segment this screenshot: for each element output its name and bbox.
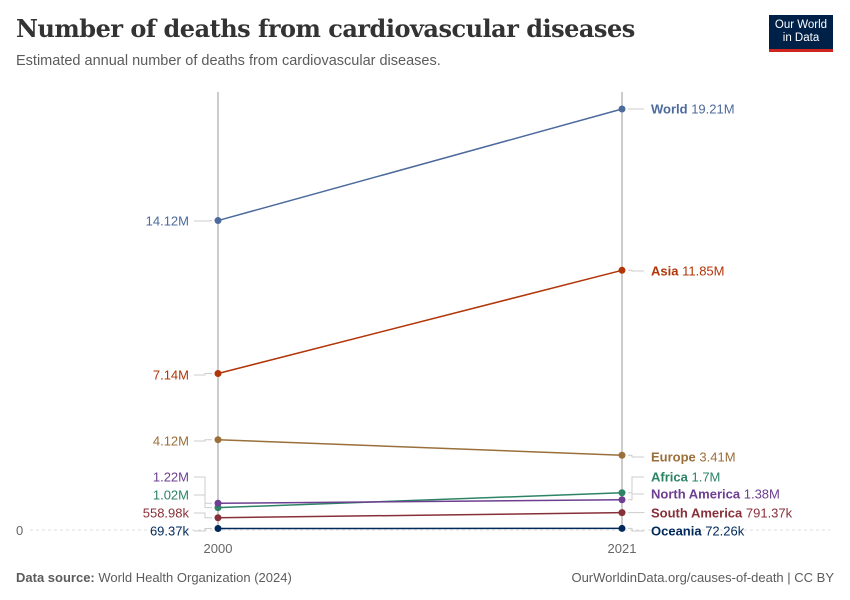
- left-connector: [194, 373, 212, 376]
- point-2000-asia: [214, 370, 222, 378]
- series-line-africa: [217, 491, 623, 509]
- point-2021-africa: [618, 489, 626, 497]
- point-2021-south-america: [618, 509, 626, 517]
- right-label-world: World 19.21M: [651, 102, 735, 117]
- right-connector: [628, 493, 644, 501]
- point-2021-oceania: [618, 524, 626, 532]
- point-2021-asia: [618, 266, 626, 274]
- right-connector: [628, 454, 644, 458]
- right-label-africa: Africa 1.7M: [651, 470, 720, 485]
- right-label-south-america: South America 791.37k: [651, 506, 793, 521]
- series-line-europe: [217, 438, 623, 457]
- left-connector: [194, 512, 212, 519]
- footer-link[interactable]: OurWorldinData.org/causes-of-death | CC …: [571, 570, 834, 585]
- left-value-label: 1.02M: [153, 488, 189, 503]
- point-2000-north-america: [214, 499, 222, 507]
- source-label: Data source:: [16, 570, 95, 585]
- point-2000-europe: [214, 436, 222, 444]
- right-label-europe: Europe 3.41M: [651, 450, 736, 465]
- left-value-label: 69.37k: [150, 524, 190, 539]
- left-value-label: 7.14M: [153, 368, 189, 383]
- series-line-world: [217, 108, 623, 222]
- right-label-north-america: North America 1.38M: [651, 487, 780, 502]
- left-value-label: 4.12M: [153, 434, 189, 449]
- right-connector: [628, 269, 644, 272]
- series-line-north-america: [217, 499, 623, 505]
- left-value-label: 14.12M: [146, 214, 189, 229]
- point-2021-europe: [618, 451, 626, 459]
- data-source: Data source: World Health Organization (…: [16, 570, 292, 585]
- chart-title: Number of deaths from cardiovascular dis…: [16, 14, 635, 43]
- point-2021-north-america: [618, 496, 626, 504]
- y-tick-label: 0: [16, 523, 23, 538]
- right-label-oceania: Oceania 72.26k: [651, 524, 745, 539]
- left-connector: [194, 527, 212, 532]
- chart-subtitle: Estimated annual number of deaths from c…: [16, 53, 441, 69]
- point-2000-oceania: [214, 524, 222, 532]
- owid-logo[interactable]: Our World in Data: [769, 15, 833, 52]
- point-2000-south-america: [214, 514, 222, 522]
- left-value-label: 1.22M: [153, 470, 189, 485]
- right-connector: [628, 476, 644, 494]
- point-2021-world: [618, 105, 626, 113]
- left-connector: [194, 494, 212, 509]
- x-tick-label: 2021: [608, 541, 637, 556]
- left-connector: [194, 439, 212, 442]
- left-value-label: 558.98k: [143, 506, 190, 521]
- logo-text: Our World in Data: [774, 19, 828, 44]
- right-label-asia: Asia 11.85M: [651, 264, 724, 279]
- series-line-asia: [217, 269, 623, 375]
- left-connector: [194, 476, 212, 504]
- x-tick-label: 2000: [204, 541, 233, 556]
- point-2000-world: [214, 217, 222, 225]
- right-connector: [628, 527, 644, 532]
- source-text: World Health Organization (2024): [98, 570, 292, 585]
- series-line-south-america: [217, 511, 623, 519]
